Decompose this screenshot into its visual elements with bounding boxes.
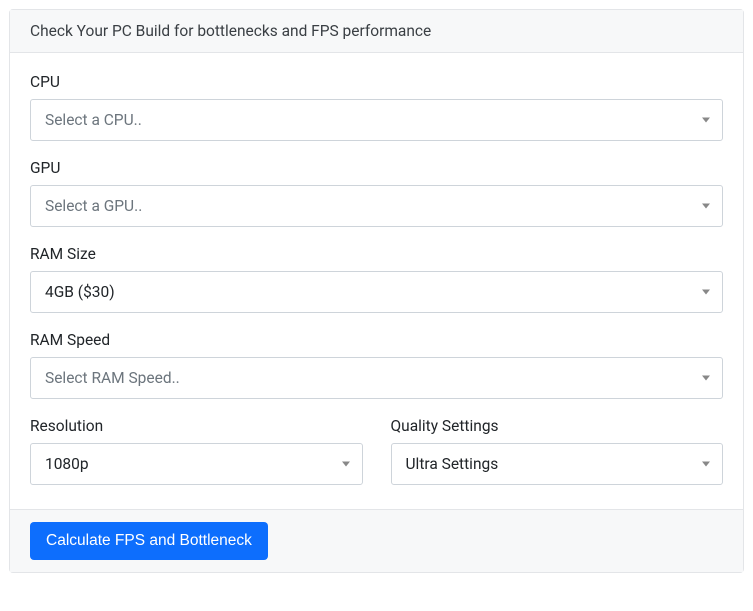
cpu-placeholder: Select a CPU.. xyxy=(45,111,142,129)
ram-size-group: RAM Size 4GB ($30) xyxy=(30,245,723,313)
resolution-value: 1080p xyxy=(45,455,89,473)
ram-speed-group: RAM Speed Select RAM Speed.. xyxy=(30,331,723,399)
resolution-label: Resolution xyxy=(30,417,363,435)
chevron-down-icon xyxy=(342,462,350,467)
card-title: Check Your PC Build for bottlenecks and … xyxy=(30,22,431,40)
resolution-quality-row: Resolution 1080p Quality Settings Ultra … xyxy=(30,417,723,485)
quality-value: Ultra Settings xyxy=(406,455,499,473)
cpu-label: CPU xyxy=(30,73,723,91)
bottleneck-card: Check Your PC Build for bottlenecks and … xyxy=(9,9,744,573)
ram-size-select[interactable]: 4GB ($30) xyxy=(30,271,723,313)
gpu-group: GPU Select a GPU.. xyxy=(30,159,723,227)
gpu-placeholder: Select a GPU.. xyxy=(45,197,142,215)
chevron-down-icon xyxy=(702,376,710,381)
chevron-down-icon xyxy=(702,118,710,123)
chevron-down-icon xyxy=(702,462,710,467)
cpu-group: CPU Select a CPU.. xyxy=(30,73,723,141)
cpu-select[interactable]: Select a CPU.. xyxy=(30,99,723,141)
gpu-label: GPU xyxy=(30,159,723,177)
quality-select[interactable]: Ultra Settings xyxy=(391,443,724,485)
ram-speed-select[interactable]: Select RAM Speed.. xyxy=(30,357,723,399)
ram-speed-placeholder: Select RAM Speed.. xyxy=(45,369,180,387)
gpu-select[interactable]: Select a GPU.. xyxy=(30,185,723,227)
card-body: CPU Select a CPU.. GPU Select a GPU.. RA… xyxy=(10,53,743,509)
ram-speed-label: RAM Speed xyxy=(30,331,723,349)
ram-size-value: 4GB ($30) xyxy=(45,283,115,301)
resolution-select[interactable]: 1080p xyxy=(30,443,363,485)
quality-label: Quality Settings xyxy=(391,417,724,435)
calculate-button[interactable]: Calculate FPS and Bottleneck xyxy=(30,522,268,560)
card-footer: Calculate FPS and Bottleneck xyxy=(10,509,743,572)
card-header: Check Your PC Build for bottlenecks and … xyxy=(10,10,743,53)
quality-group: Quality Settings Ultra Settings xyxy=(391,417,724,485)
chevron-down-icon xyxy=(702,290,710,295)
chevron-down-icon xyxy=(702,204,710,209)
ram-size-label: RAM Size xyxy=(30,245,723,263)
resolution-group: Resolution 1080p xyxy=(30,417,363,485)
